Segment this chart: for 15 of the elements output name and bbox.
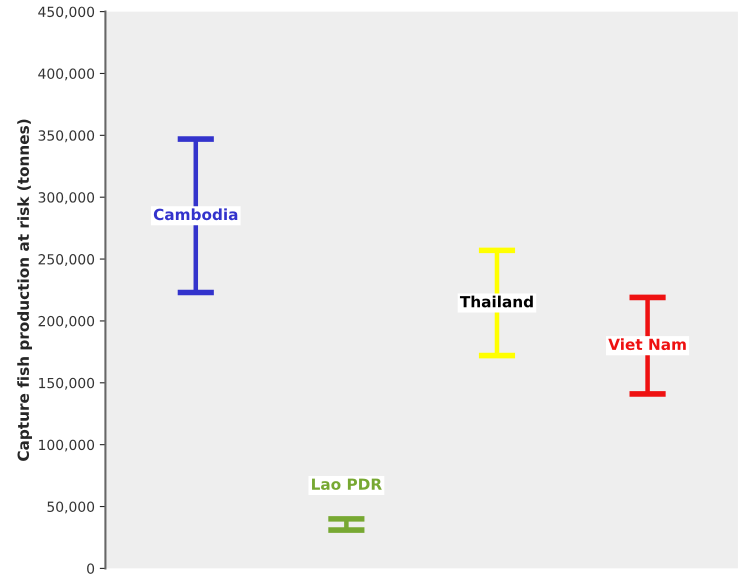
y-tick-label: 150,000 <box>39 378 94 390</box>
y-tick-label: 100,000 <box>39 440 94 452</box>
x-tick-label: Thailand <box>460 296 533 308</box>
x-tick-label: Lao PDR <box>312 478 382 490</box>
x-tick-label: Cambodia <box>154 208 238 220</box>
y-tick-label: 450,000 <box>38 6 94 18</box>
x-tick-label: Viet Nam <box>608 338 686 350</box>
y-tick-label: 250,000 <box>38 254 94 266</box>
y-tick-label: 200,000 <box>38 316 94 328</box>
y-axis-title: Capture fish production at risk (tonnes) <box>17 120 32 461</box>
y-tick-label: 50,000 <box>47 502 94 514</box>
y-tick-label: 0 <box>87 563 94 574</box>
y-tick-label: 400,000 <box>38 68 94 80</box>
y-tick-label: 300,000 <box>38 192 94 204</box>
y-tick-label: 350,000 <box>38 130 94 142</box>
